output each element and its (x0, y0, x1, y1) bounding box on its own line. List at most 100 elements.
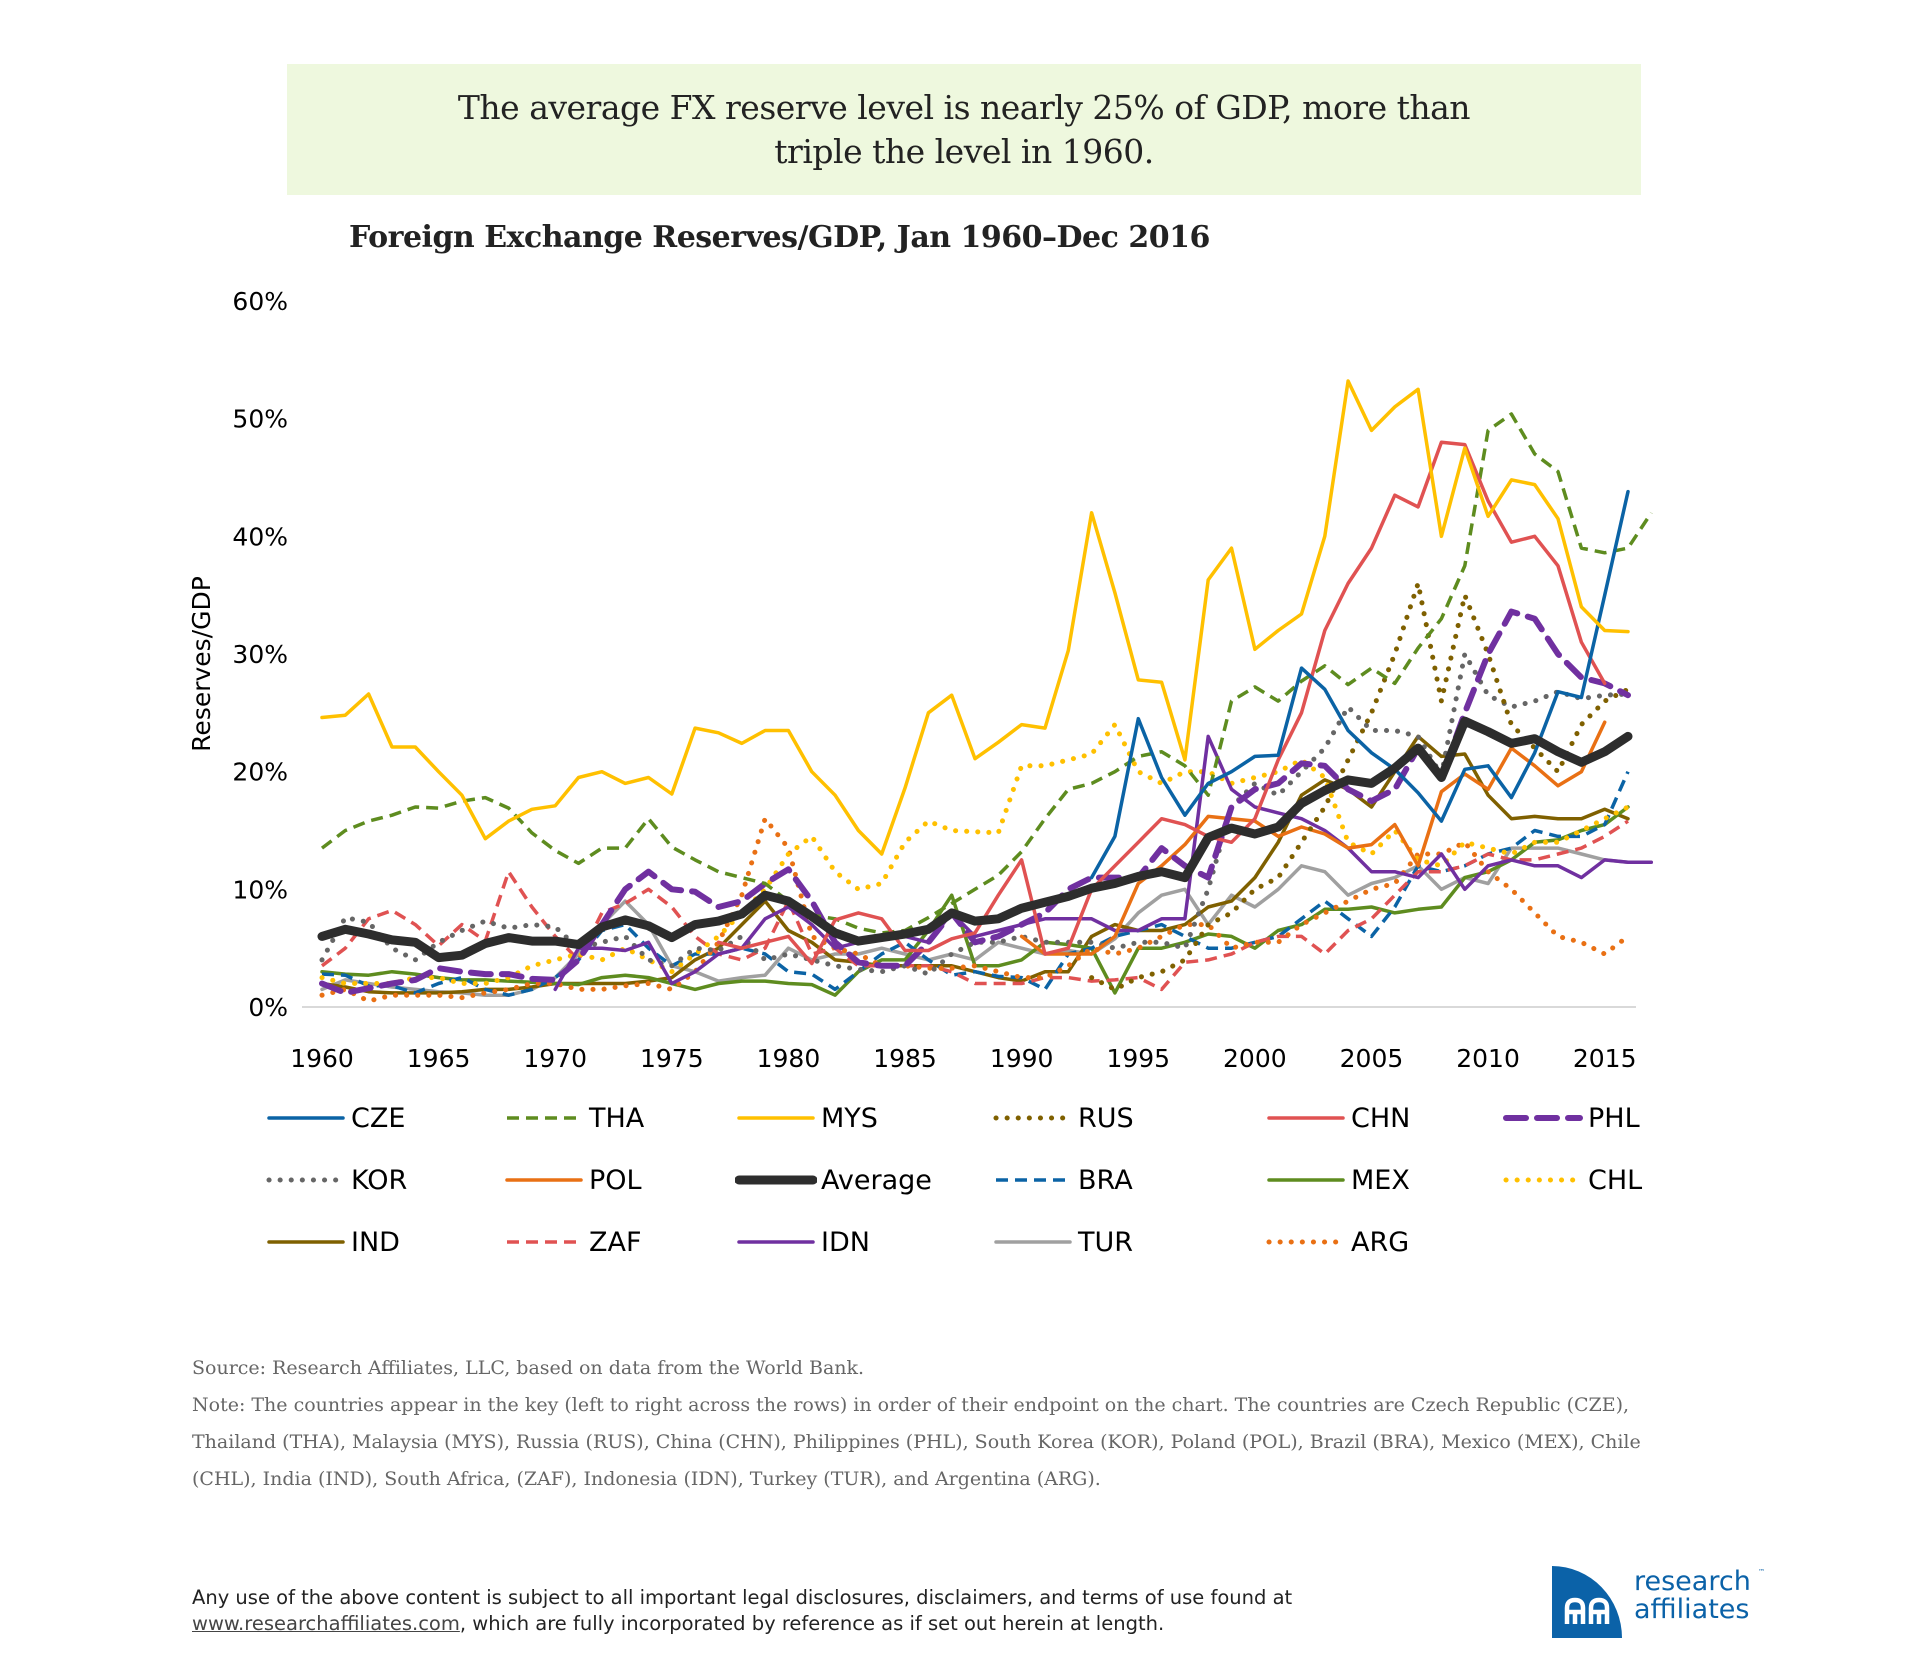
legend-label: POL (589, 1164, 642, 1196)
y-tick-label: 50% (232, 405, 288, 434)
series-line-mys (320, 379, 1630, 856)
legend-item-arg: ARG (1265, 1222, 1409, 1262)
series-line-phl (319, 608, 1631, 996)
legend-item-idn: IDN (735, 1222, 870, 1262)
series-line-rus (1089, 580, 1631, 992)
legend-item-average: Average (735, 1160, 932, 1200)
legend-swatch (737, 1116, 815, 1120)
y-tick-label: 40% (232, 522, 288, 551)
legend-item-ind: IND (265, 1222, 400, 1262)
legend-label: MYS (821, 1102, 878, 1134)
legend-swatch (505, 1178, 583, 1182)
legend-swatch (1267, 1116, 1345, 1120)
y-tick-label: 30% (232, 640, 288, 669)
series-line-chn (716, 440, 1607, 966)
legend-item-tur: TUR (992, 1222, 1133, 1262)
legend-swatch (1503, 1177, 1583, 1183)
legend-label: MEX (1351, 1164, 1410, 1196)
logo-wordmark: research affiliates (1634, 1566, 1751, 1625)
x-tick-label: 1985 (873, 1044, 937, 1073)
countries-note: Note: The countries appear in the key (l… (192, 1394, 1641, 1490)
x-tick-label: 2010 (1456, 1044, 1520, 1073)
series-line-arg (319, 816, 1631, 1004)
x-tick-label: 1965 (407, 1044, 471, 1073)
legend-swatch (994, 1240, 1072, 1244)
x-tick-label: 2000 (1223, 1044, 1287, 1073)
series-line-idn (553, 734, 1654, 992)
chart-title: Foreign Exchange Reserves/GDP, Jan 1960–… (349, 220, 1210, 255)
x-tick-label: 1990 (990, 1044, 1054, 1073)
y-tick-label: 0% (248, 993, 288, 1022)
legend-label: THA (589, 1102, 645, 1134)
x-tick-label: 1980 (757, 1044, 821, 1073)
y-tick-label: 60% (232, 287, 288, 316)
legend-swatch (267, 1116, 345, 1120)
legend-swatch (735, 1175, 817, 1185)
legend-label: BRA (1078, 1164, 1133, 1196)
legend-label: CZE (351, 1102, 406, 1134)
footer-line1: Any use of the above content is subject … (192, 1586, 1293, 1609)
series-lines (317, 379, 1654, 1004)
legend-label: ZAF (589, 1226, 642, 1258)
x-tick-label: 2005 (1340, 1044, 1404, 1073)
legend-item-pol: POL (503, 1160, 642, 1200)
legend-item-kor: KOR (265, 1160, 407, 1200)
research-affiliates-logo: research affiliates ™ (1552, 1566, 1777, 1646)
x-tick-label: 1975 (640, 1044, 704, 1073)
legend-swatch (267, 1240, 345, 1244)
series-line-zaf (320, 819, 1629, 992)
x-tick-label: 1960 (290, 1044, 354, 1073)
legend-swatch (993, 1115, 1073, 1121)
website-link[interactable]: www.researchaffiliates.com (192, 1612, 460, 1635)
y-axis-ticks: 0% 10% 20% 30% 40% 50% 60% (232, 287, 288, 1022)
legend-item-zaf: ZAF (503, 1222, 642, 1262)
y-tick-label: 10% (232, 875, 288, 904)
legend-label: ARG (1351, 1226, 1410, 1258)
legend-label: TUR (1078, 1226, 1134, 1258)
legend-swatch (507, 1116, 581, 1120)
legend-item-rus: RUS (992, 1098, 1134, 1138)
legend-item-mex: MEX (1265, 1160, 1410, 1200)
logo-mark-icon (1564, 1596, 1612, 1634)
legend-swatch (1266, 1239, 1346, 1245)
legend-item-mys: MYS (735, 1098, 878, 1138)
legal-footer: Any use of the above content is subject … (192, 1585, 1292, 1637)
legend-item-phl: PHL (1502, 1098, 1640, 1138)
footer-line2: , which are fully incorporated by refere… (459, 1612, 1165, 1635)
legend-swatch (996, 1178, 1070, 1182)
legend-label: IDN (821, 1226, 870, 1258)
legend-label: CHN (1351, 1102, 1411, 1134)
line-chart: 0% 10% 20% 30% 40% 50% 60% 1960 1965 1970 1975 198… (187, 287, 1654, 1073)
source-note: Source: Research Affiliates, LLC, based … (192, 1357, 865, 1379)
legend-label: CHL (1588, 1164, 1643, 1196)
series-line-pol (1019, 720, 1607, 956)
legend-item-bra: BRA (992, 1160, 1133, 1200)
legend-item-cze: CZE (265, 1098, 405, 1138)
legend-swatch (737, 1240, 815, 1244)
callout-text: The average FX reserve level is nearly 2… (457, 87, 1471, 171)
x-tick-label: 2015 (1573, 1044, 1637, 1073)
legend-swatch (1267, 1178, 1345, 1182)
y-axis-label: Reserves/GDP (187, 576, 216, 752)
y-tick-label: 20% (232, 758, 288, 787)
legend-label: Average (821, 1164, 932, 1196)
legend-swatch (1503, 1115, 1583, 1121)
trademark-symbol: ™ (1758, 1568, 1765, 1576)
series-line-average (317, 716, 1633, 963)
callout-box: The average FX reserve level is nearly 2… (287, 64, 1641, 195)
x-axis-ticks: 1960 1965 1970 1975 1980 1985 1990 1995 2000 2005… (290, 1044, 1636, 1073)
legend-label: IND (351, 1226, 400, 1258)
legend-item-tha: THA (503, 1098, 644, 1138)
legend-label: RUS (1078, 1102, 1134, 1134)
legend-label: PHL (1588, 1102, 1640, 1134)
notes: Source: Research Affiliates, LLC, based … (192, 1350, 1692, 1498)
legend-swatch (266, 1177, 346, 1183)
series-line-kor (319, 651, 1631, 977)
x-tick-label: 1970 (523, 1044, 587, 1073)
legend-label: KOR (351, 1164, 408, 1196)
x-tick-label: 1995 (1106, 1044, 1170, 1073)
legend-item-chn: CHN (1265, 1098, 1410, 1138)
legend-swatch (507, 1240, 581, 1244)
legend-item-chl: CHL (1502, 1160, 1642, 1200)
series-line-tha (320, 412, 1653, 935)
